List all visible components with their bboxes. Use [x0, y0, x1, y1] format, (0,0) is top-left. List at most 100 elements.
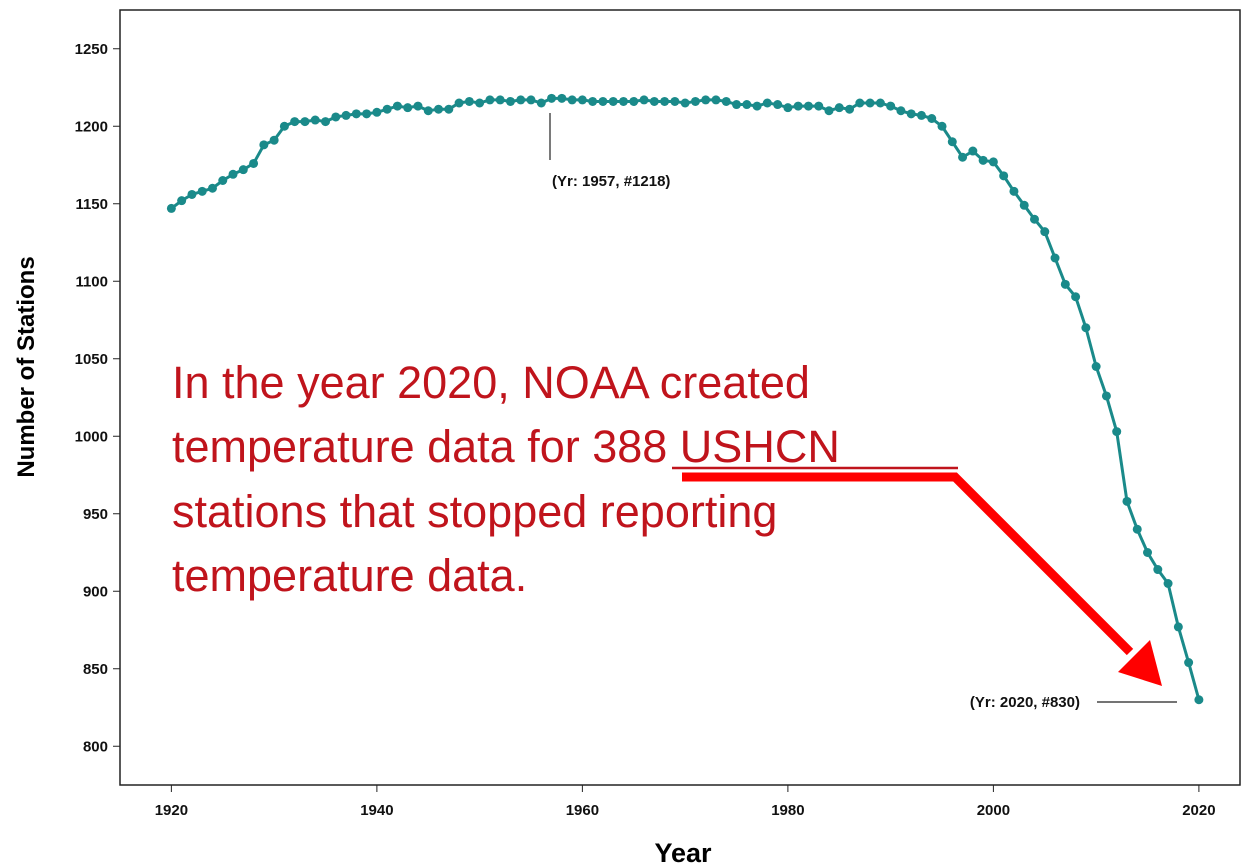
- marker: [742, 100, 752, 110]
- marker: [814, 101, 824, 111]
- marker: [690, 96, 700, 106]
- marker: [362, 109, 372, 119]
- marker: [1091, 362, 1101, 371]
- y-tick-label: 1050: [75, 351, 108, 368]
- marker: [177, 196, 187, 206]
- marker: [988, 157, 998, 167]
- callout-line: In the year 2020, NOAA created: [172, 357, 810, 408]
- marker: [434, 104, 444, 114]
- y-tick-label: 1150: [75, 196, 108, 213]
- marker: [351, 109, 361, 119]
- marker: [300, 117, 310, 127]
- marker: [1112, 427, 1122, 437]
- marker: [927, 114, 937, 123]
- marker: [475, 98, 485, 108]
- marker: [968, 146, 978, 156]
- marker: [732, 100, 742, 110]
- marker: [577, 95, 587, 105]
- marker: [536, 98, 546, 108]
- marker: [218, 176, 228, 185]
- marker: [413, 101, 423, 111]
- plot-frame: [119, 9, 1241, 786]
- marker: [403, 103, 413, 113]
- y-tick-label: 800: [83, 738, 108, 755]
- marker: [1060, 279, 1070, 289]
- marker: [207, 183, 217, 193]
- marker: [1040, 227, 1050, 237]
- marker: [680, 98, 690, 108]
- marker: [1050, 253, 1060, 263]
- x-tick-label: 2020: [1182, 802, 1215, 819]
- marker: [1132, 524, 1142, 534]
- marker: [660, 96, 670, 106]
- marker: [464, 96, 474, 106]
- marker: [618, 96, 628, 106]
- marker: [392, 101, 402, 111]
- marker: [649, 96, 659, 106]
- marker: [321, 117, 331, 127]
- marker: [639, 95, 649, 105]
- y-tick-label: 1100: [75, 273, 108, 290]
- x-tick-label: 1920: [155, 802, 188, 819]
- marker: [824, 106, 834, 116]
- marker: [331, 112, 341, 122]
- marker: [1019, 200, 1029, 210]
- arrow-shaft: [682, 472, 1134, 656]
- marker: [711, 95, 721, 105]
- marker: [1184, 658, 1194, 668]
- marker: [1173, 622, 1183, 632]
- y-axis-label: Number of Stations: [13, 256, 40, 477]
- marker: [752, 101, 762, 111]
- marker: [547, 93, 557, 103]
- annotation: (Yr: 2020, #830): [970, 694, 1080, 711]
- marker: [1153, 565, 1163, 575]
- marker: [1194, 695, 1204, 705]
- marker: [947, 137, 957, 147]
- marker: [567, 95, 577, 105]
- marker: [382, 104, 392, 114]
- marker: [197, 186, 207, 196]
- marker: [958, 152, 968, 162]
- marker: [290, 117, 300, 127]
- marker: [896, 106, 906, 116]
- marker: [516, 95, 526, 105]
- marker: [444, 104, 454, 114]
- x-tick-label: 1940: [360, 802, 393, 819]
- marker: [865, 98, 875, 108]
- y-tick-label: 1200: [75, 118, 108, 135]
- y-tick-label: 1250: [75, 41, 108, 58]
- marker: [937, 121, 947, 131]
- callout: In the year 2020, NOAA created temperatu…: [172, 357, 840, 601]
- x-axis-label: Year: [654, 838, 712, 868]
- marker: [505, 96, 515, 106]
- marker: [249, 158, 259, 168]
- callout-line: stations that stopped reporting: [172, 486, 777, 537]
- marker: [495, 95, 505, 105]
- arrow-head: [1118, 640, 1162, 686]
- marker: [762, 98, 772, 108]
- marker: [526, 95, 536, 105]
- marker: [670, 96, 680, 106]
- marker: [423, 106, 433, 116]
- marker: [269, 135, 279, 145]
- marker: [259, 140, 269, 150]
- callout-line: temperature data.: [172, 550, 527, 601]
- marker: [341, 110, 351, 120]
- marker: [1081, 323, 1091, 333]
- marker: [279, 121, 289, 131]
- marker: [608, 96, 618, 106]
- marker: [999, 171, 1009, 181]
- marker: [1101, 391, 1111, 401]
- y-tick-label: 900: [83, 583, 108, 600]
- marker: [629, 96, 639, 106]
- marker: [1163, 579, 1173, 588]
- marker: [1009, 186, 1019, 196]
- marker: [187, 189, 197, 199]
- marker: [588, 96, 598, 106]
- callout-line: temperature data for 388 USHCN: [172, 421, 840, 472]
- marker: [916, 110, 926, 120]
- marker: [793, 101, 803, 111]
- marker: [557, 93, 567, 103]
- marker: [1122, 496, 1132, 506]
- marker: [598, 96, 608, 106]
